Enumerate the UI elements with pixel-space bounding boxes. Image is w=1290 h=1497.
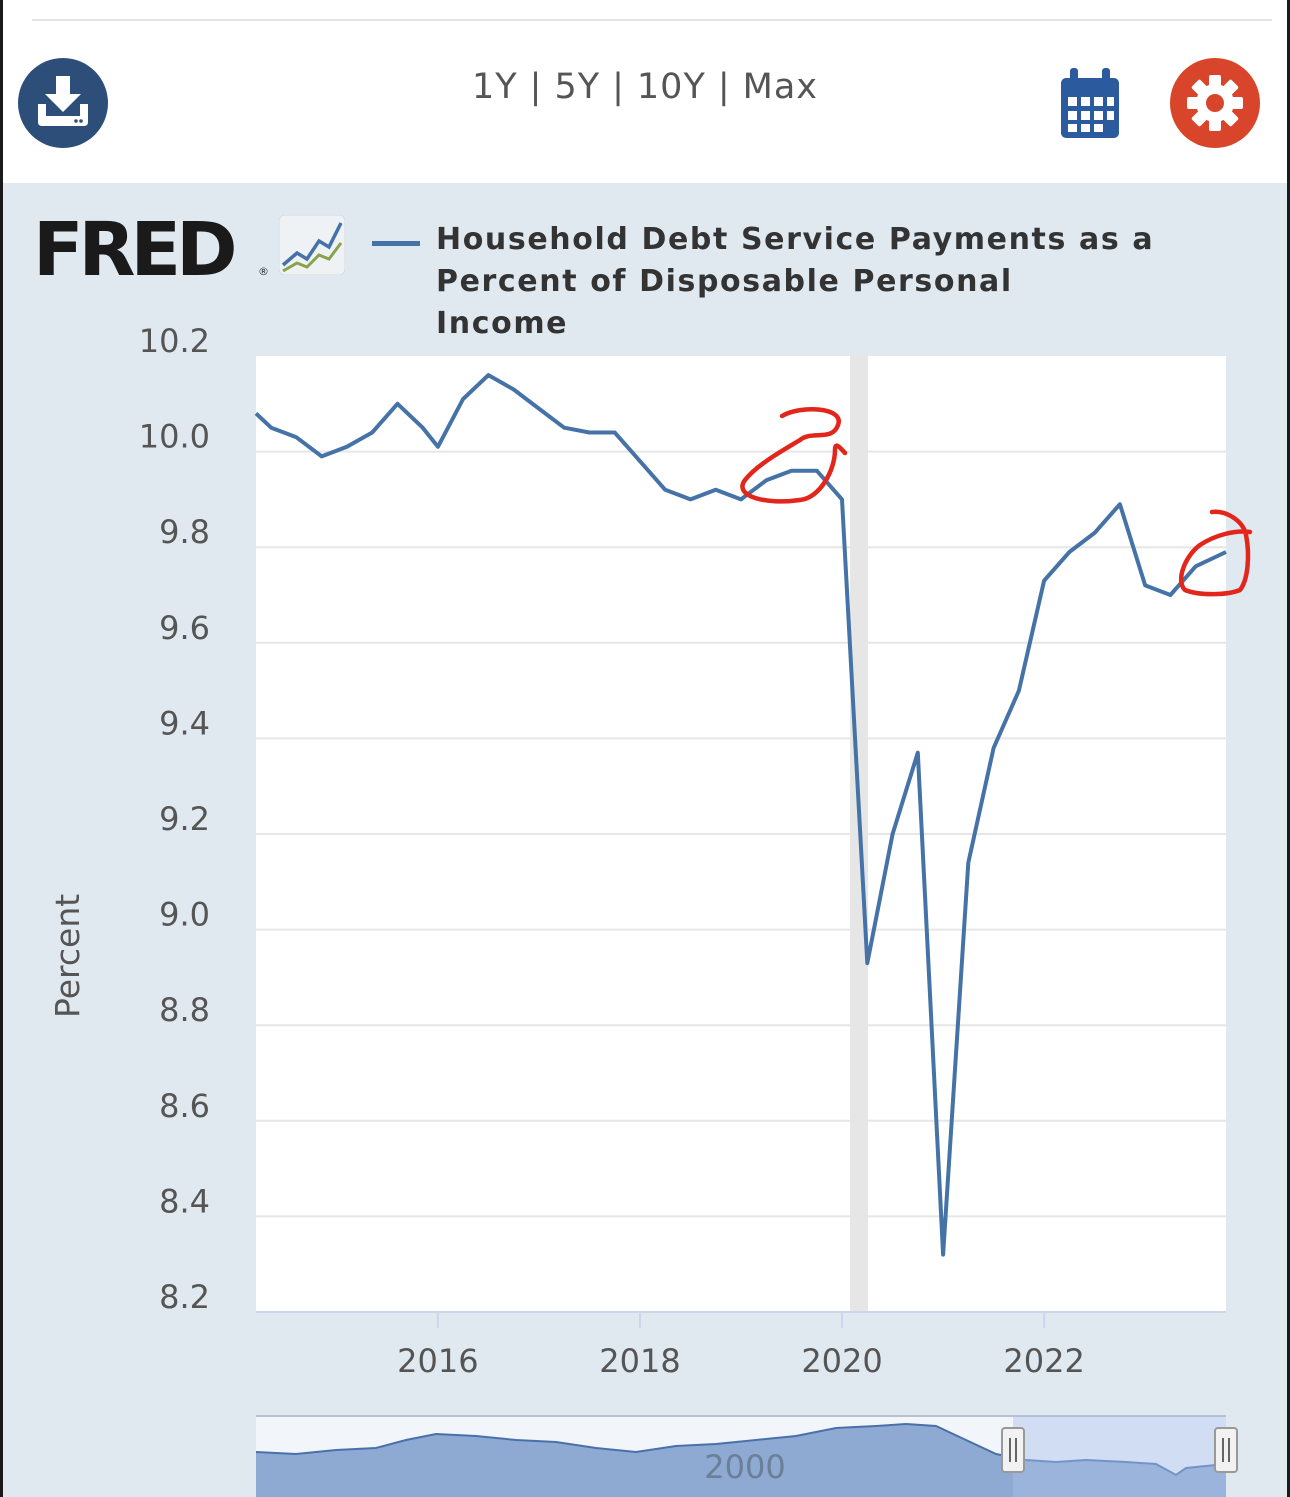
y-tick-label: 9.6 bbox=[159, 609, 210, 647]
top-divider bbox=[32, 19, 1272, 21]
x-tick-label: 2022 bbox=[1003, 1342, 1084, 1380]
settings-button[interactable] bbox=[1170, 58, 1260, 148]
calendar-button[interactable] bbox=[1055, 66, 1125, 140]
series-line bbox=[254, 373, 1227, 1257]
annotation-circle-2019 bbox=[740, 406, 848, 504]
legend-line-1: Household Debt Service Payments as a bbox=[436, 222, 1155, 257]
y-tick-label: 9.8 bbox=[159, 513, 210, 551]
navigator-handle[interactable] bbox=[1214, 1427, 1238, 1473]
fred-logo: FRED bbox=[33, 207, 238, 293]
annotations bbox=[740, 406, 1253, 597]
navigator-line bbox=[255, 1422, 1227, 1477]
x-tick-label: 2018 bbox=[599, 1342, 680, 1380]
window-frame-left bbox=[0, 0, 3, 1497]
range-1y[interactable]: 1Y bbox=[472, 67, 518, 107]
x-tick-label: 2016 bbox=[397, 1342, 478, 1380]
range-10y[interactable]: 10Y bbox=[636, 67, 706, 107]
gear-icon bbox=[1187, 75, 1243, 131]
window-frame-right bbox=[1287, 0, 1290, 1497]
navigator-handle[interactable] bbox=[1001, 1427, 1025, 1473]
x-tick-label: 2020 bbox=[801, 1342, 882, 1380]
legend-swatch bbox=[372, 241, 420, 246]
plot-area: 10.2 10.0 9.8 9.6 9.4 9.2 9.0 8.8 8.6 8.4 8.2 2016 2… bbox=[139, 322, 1238, 1497]
download-button[interactable] bbox=[18, 58, 108, 148]
annotation-circle-2023 bbox=[1178, 509, 1253, 597]
y-tick-label: 8.4 bbox=[159, 1182, 210, 1220]
range-separator: | bbox=[717, 67, 731, 107]
y-tick-label: 9.4 bbox=[159, 704, 210, 742]
y-tick-label: 9.0 bbox=[159, 896, 210, 934]
range-5y[interactable]: 5Y bbox=[554, 67, 601, 107]
range-separator: | bbox=[529, 67, 543, 107]
legend-label[interactable]: Household Debt Service Payments as a Per… bbox=[436, 219, 1156, 345]
range-max[interactable]: Max bbox=[742, 67, 818, 107]
y-tick-label: 10.0 bbox=[139, 418, 210, 456]
time-range-selector: 1Y | 5Y | 10Y | Max bbox=[3, 67, 1287, 107]
calendar-icon bbox=[1061, 68, 1119, 138]
registered-mark: ® bbox=[258, 265, 269, 278]
y-tick-label: 9.2 bbox=[159, 800, 210, 838]
navigator-selection bbox=[1013, 1416, 1226, 1497]
y-tick-label: 8.6 bbox=[159, 1087, 210, 1125]
download-icon bbox=[38, 76, 88, 126]
range-separator: | bbox=[612, 67, 625, 107]
y-tick-label: 8.8 bbox=[159, 991, 210, 1029]
fred-sparkline-icon bbox=[279, 215, 345, 275]
legend-line-2: Percent of Disposable Personal Income bbox=[436, 264, 1013, 341]
chart-toolbar: 1Y | 5Y | 10Y | Max bbox=[3, 21, 1287, 183]
y-tick-label: 10.2 bbox=[139, 322, 210, 360]
navigator-area bbox=[256, 1424, 1226, 1497]
navigator-label: 2000 bbox=[704, 1448, 785, 1486]
y-tick-label: 8.2 bbox=[159, 1278, 210, 1316]
